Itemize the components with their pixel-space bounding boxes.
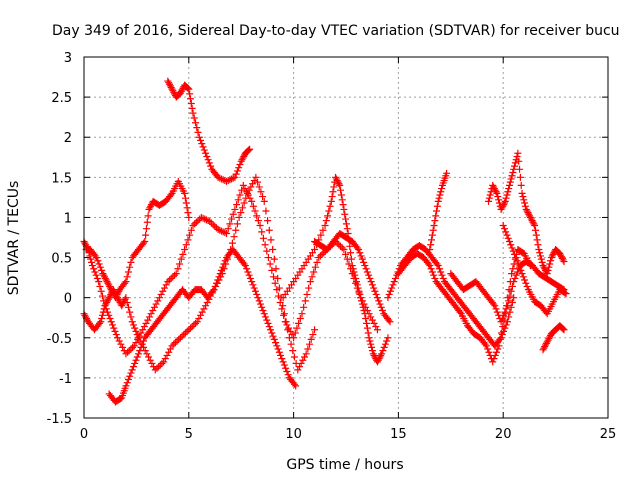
chart-title: Day 349 of 2016, Sidereal Day-to-day VTE… [52,23,620,39]
y-tick-label: 1.5 [51,171,72,186]
x-tick-label: 15 [390,427,407,442]
x-axis-label: GPS time / hours [286,457,403,473]
data-point-markers [279,173,392,366]
x-tick-label: 20 [495,427,512,442]
series-track-j [426,169,451,254]
series-track-m [499,221,570,318]
y-tick-label: -0.5 [47,332,72,347]
data-point-markers [164,77,254,185]
series-track-c [80,173,319,374]
y-tick-label: 2.5 [51,91,72,106]
data-point-markers [499,221,570,318]
y-tick-label: 3 [64,51,72,66]
data-point-markers [447,258,568,326]
data-series [80,77,570,406]
data-point-markers [80,173,319,374]
series-track-d [105,246,300,406]
y-tick-labels: -1.5 -1 -0.5 0 0.5 1 1.5 2 2.5 3 [47,51,72,427]
series-track-f [279,173,392,366]
data-point-markers [105,246,300,406]
series-track-b [164,77,254,185]
series-track-k [447,258,568,326]
series-track-n [539,322,568,354]
y-tick-label: 0.5 [51,252,72,267]
series-track-e [80,181,381,358]
x-tick-label: 10 [285,427,302,442]
y-axis-label: SDTVAR / TECUs [6,181,22,296]
x-tick-labels: 0 5 10 15 20 25 [80,427,616,442]
plot-frame [83,56,609,419]
y-tick-label: -1.5 [47,412,72,427]
data-point-markers [426,169,451,254]
y-tick-label: 1 [64,211,72,226]
x-tick-label: 25 [600,427,617,442]
x-tick-label: 5 [185,427,193,442]
x-tick-label: 0 [80,427,88,442]
series-track-l [485,149,568,278]
data-point-markers [485,149,568,278]
y-tick-label: 2 [64,131,72,146]
data-point-markers [80,181,381,358]
data-point-markers [539,322,568,354]
data-point-markers [311,229,394,326]
y-tick-label: -1 [59,372,72,387]
series-track-g [311,229,394,326]
y-tick-label: 0 [64,292,72,307]
